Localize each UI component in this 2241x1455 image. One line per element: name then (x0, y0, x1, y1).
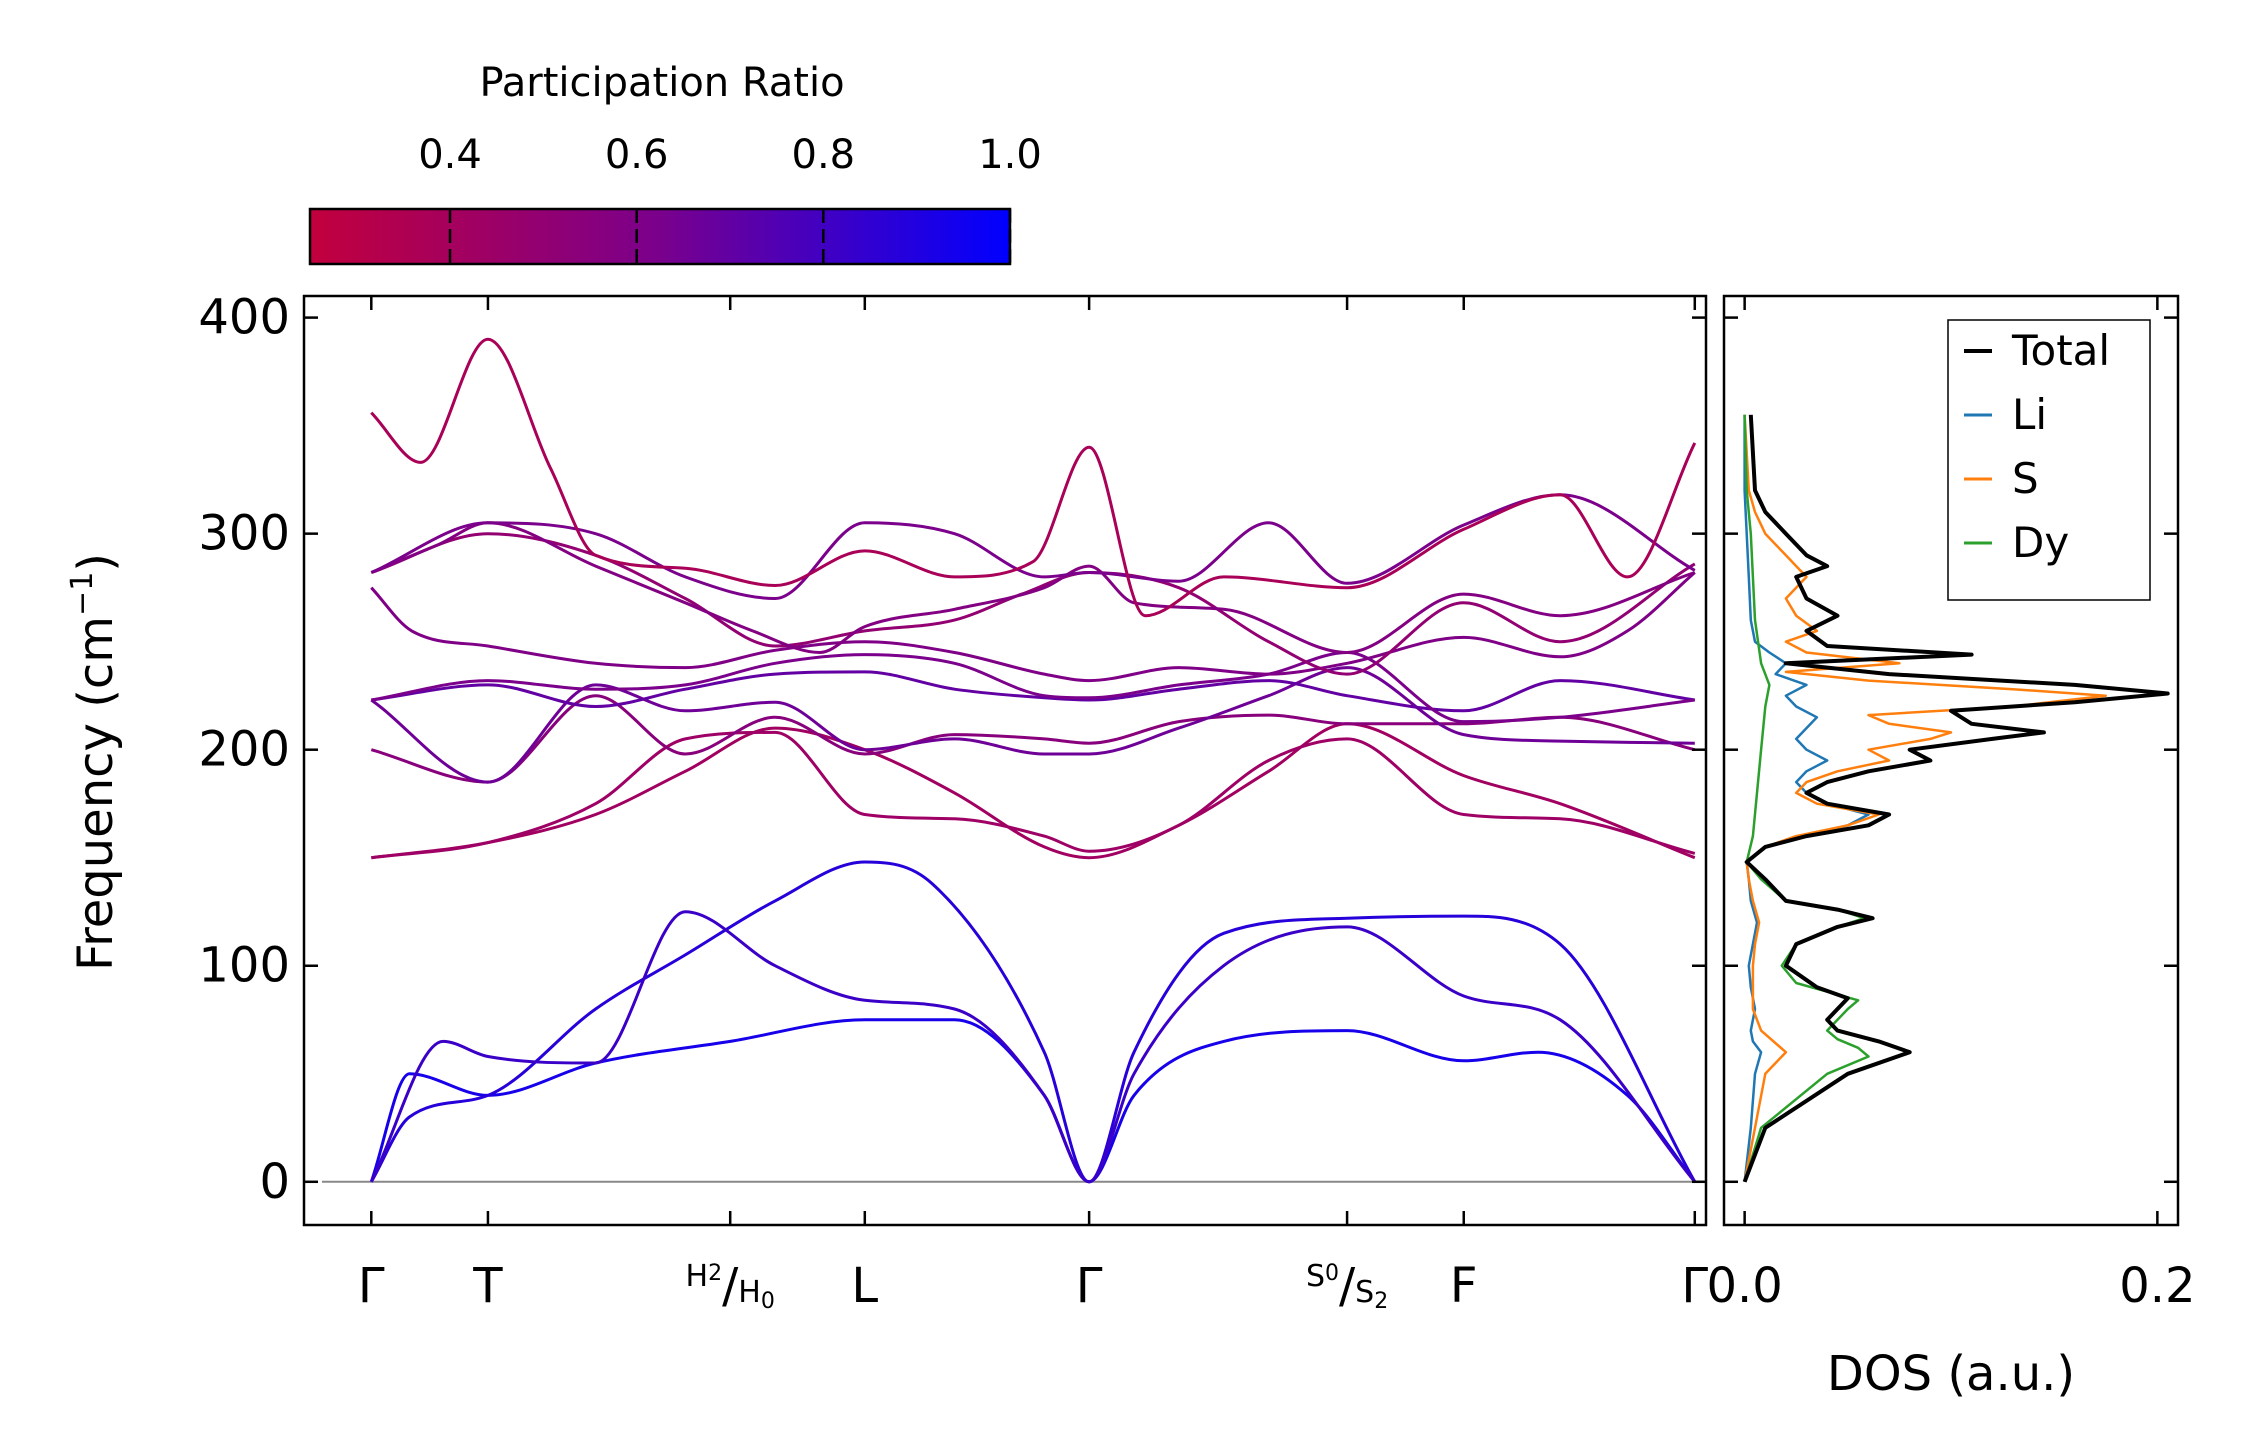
q-point-label: H2/H0 (686, 1258, 775, 1314)
y-tick-label: 400 (198, 290, 290, 346)
colorbar-gradient (308, 207, 1012, 266)
x-axis-title-dos: DOS (a.u.) (1827, 1346, 2075, 1402)
band-structure-panel: 0 100 200 300 400 Γ T H2/H0 L Γ S0/S2 F Γ Frequency… (65, 290, 1708, 1314)
q-point-label: Γ (1076, 1258, 1103, 1314)
y-tick-label: 0 (259, 1154, 290, 1210)
band-optic-2 (371, 730, 1696, 860)
band-optic-1 (371, 722, 1696, 860)
y-tick-label: 300 (198, 506, 290, 562)
legend-label-total: Total (2011, 326, 2110, 375)
q-point-label: Γ (1681, 1258, 1708, 1314)
legend-box (1947, 319, 2151, 601)
colorbar-tick-label: 0.4 (418, 132, 482, 178)
band-acoustic-2 (370, 860, 1697, 1184)
y-axis-title: Frequency (cm−1) (65, 553, 124, 971)
colorbar-tick-label: 1.0 (978, 132, 1042, 178)
dos-x-tick-label: 0.0 (1706, 1258, 1782, 1314)
colorbar: Participation Ratio 0.4 0.6 0.8 1.0 (308, 60, 1042, 266)
y-tick-label: 200 (198, 722, 290, 778)
q-point-label: Γ (358, 1258, 385, 1314)
main-axes-frame (302, 294, 1708, 1227)
band-optic-9 (370, 521, 1696, 654)
band-optic-6 (371, 651, 1695, 724)
band-optic-4 (370, 666, 1695, 784)
dos-panel: 0.0 0.2 DOS (a.u.) Total Li S Dy (1706, 294, 2196, 1402)
dos-s-curve (1743, 414, 2108, 1183)
colorbar-title: Participation Ratio (479, 60, 844, 106)
q-point-label: T (472, 1258, 503, 1314)
band-optic-7 (370, 571, 1696, 683)
q-point-label: S0/S2 (1306, 1258, 1388, 1314)
phonon-bands (369, 337, 1697, 1184)
colorbar-tick-label: 0.8 (792, 132, 856, 178)
q-point-label: F (1450, 1258, 1478, 1314)
y-tick-label: 100 (198, 938, 290, 994)
legend: Total Li S Dy (1947, 319, 2151, 601)
band-optic-10 (370, 493, 1696, 600)
dos-x-tick-label: 0.2 (2119, 1258, 2195, 1314)
colorbar-tick-label: 0.6 (605, 132, 669, 178)
dos-curves (1742, 414, 2170, 1183)
dos-total-curve (1742, 414, 2170, 1183)
legend-label-li: Li (2012, 390, 2047, 439)
legend-label-s: S (2012, 454, 2039, 503)
dos-axes-frame (1722, 294, 2180, 1227)
band-optic-5 (371, 670, 1696, 713)
legend-label-dy: Dy (2012, 518, 2069, 567)
q-point-label: L (851, 1258, 878, 1314)
band-acoustic-3 (369, 910, 1696, 1184)
band-optic-11 (370, 337, 1697, 618)
band-acoustic-1 (369, 1018, 1696, 1184)
